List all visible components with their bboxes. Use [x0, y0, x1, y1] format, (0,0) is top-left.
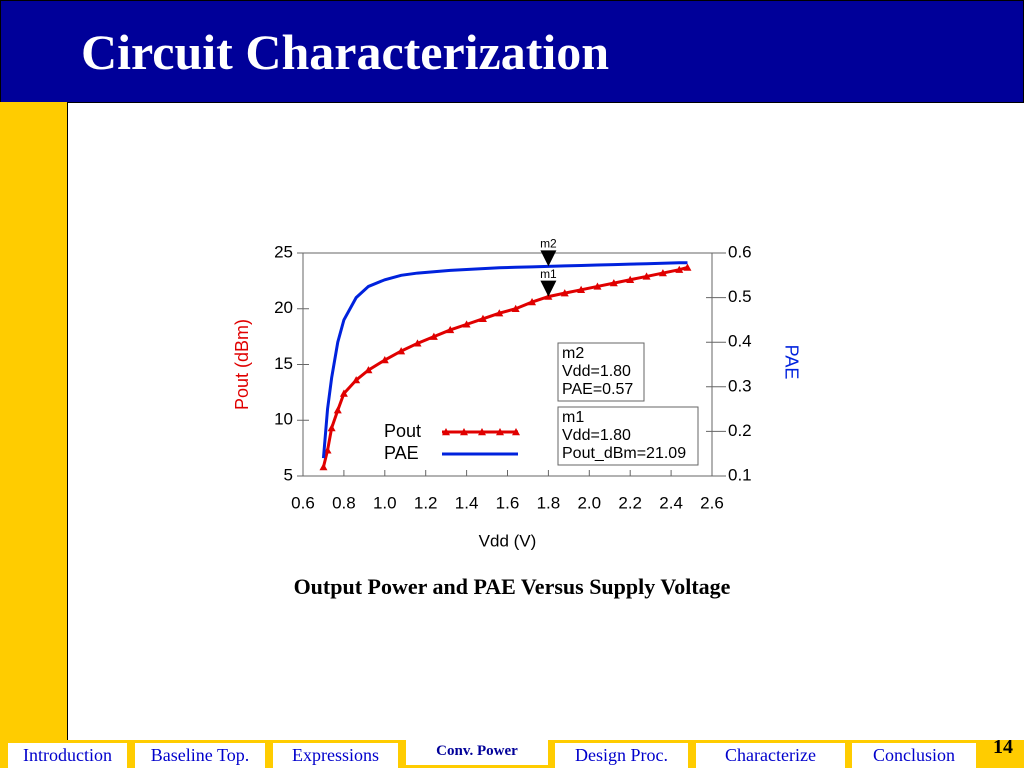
marker-box: [557, 406, 699, 466]
y2-tick-label: 0.6: [728, 242, 752, 261]
y-tick-label: 20: [274, 298, 293, 317]
marker-text: PAE=0.57: [562, 381, 633, 398]
nav-tab[interactable]: Conv. Power: [406, 740, 548, 765]
data-point: [323, 446, 332, 454]
data-point: [478, 314, 487, 322]
x-tick-label: 1.0: [373, 493, 397, 512]
legend-marker: [478, 428, 486, 436]
data-point: [658, 269, 667, 277]
marker-name: m2: [540, 237, 557, 251]
marker-text: Vdd=1.80: [562, 427, 631, 444]
y2-tick-label: 0.4: [728, 332, 752, 351]
data-point: [333, 406, 342, 414]
y-tick-label: 15: [274, 354, 293, 373]
y2-tick-label: 0.2: [728, 421, 752, 440]
data-point: [429, 332, 438, 340]
y-tick-label: 5: [284, 465, 293, 484]
header: Circuit Characterization: [0, 0, 1024, 103]
x-tick-label: 2.0: [577, 493, 601, 512]
marker-text: Pout_dBm=21.09: [562, 445, 686, 462]
x-tick-label: 1.6: [496, 493, 520, 512]
nav-tab[interactable]: Baseline Top.: [135, 743, 265, 768]
x-tick-label: 0.8: [332, 493, 356, 512]
data-point: [560, 289, 569, 297]
marker-box: [557, 342, 645, 402]
nav-tab[interactable]: Characterize: [696, 743, 845, 768]
series-line: [321, 261, 688, 459]
legend-marker: [496, 428, 504, 436]
data-point: [683, 263, 692, 271]
data-point: [609, 279, 618, 287]
y-tick-label: 25: [274, 242, 293, 261]
y2-axis-label: PAE: [781, 345, 801, 380]
page-number: 14: [993, 736, 1013, 758]
legend-label: PAE: [384, 443, 419, 463]
data-point: [327, 424, 336, 432]
x-tick-label: 2.6: [700, 493, 724, 512]
y-tick-label: 10: [274, 410, 293, 429]
legend-label: Pout: [384, 421, 421, 441]
data-point: [626, 275, 635, 283]
data-point: [462, 320, 471, 328]
nav-tab[interactable]: Expressions: [273, 743, 398, 768]
data-point: [446, 325, 455, 334]
data-point: [413, 339, 422, 347]
data-point: [319, 463, 328, 471]
nav-bar: Introduction Baseline Top. Expressions C…: [0, 740, 1024, 768]
marker-triangle: [540, 250, 557, 267]
marker-text: Vdd=1.80: [562, 363, 631, 380]
slide-title: Circuit Characterization: [81, 24, 610, 80]
y2-tick-label: 0.5: [728, 287, 752, 306]
legend-marker: [460, 428, 468, 436]
data-point: [380, 356, 389, 364]
x-axis-label: Vdd (V): [479, 531, 537, 550]
marker-text: m2: [562, 345, 584, 362]
data-point: [339, 389, 348, 397]
data-point: [675, 265, 684, 273]
x-tick-label: 2.2: [618, 493, 642, 512]
marker-text: m1: [562, 409, 584, 426]
data-point: [642, 272, 651, 280]
data-point: [495, 309, 504, 317]
nav-tab[interactable]: Conclusion: [852, 743, 976, 768]
x-tick-label: 1.2: [414, 493, 438, 512]
legend-marker: [442, 428, 450, 436]
data-point: [577, 285, 586, 293]
data-point: [528, 298, 537, 306]
nav-tab[interactable]: Design Proc.: [555, 743, 688, 768]
x-tick-label: 0.6: [291, 493, 315, 512]
data-point: [352, 376, 361, 384]
legend-marker: [512, 428, 520, 436]
data-point: [397, 347, 406, 355]
chart: 0.6 0.8 1.0 1.2 1.4 1.6 1.8 2.0 2.2 2.4 2.6 5 10 15 20…: [232, 237, 802, 551]
data-point: [593, 282, 602, 290]
data-point: [511, 304, 520, 312]
y-axis-label: Pout (dBm): [232, 319, 252, 410]
marker-name: m1: [540, 267, 557, 281]
nav-tab[interactable]: Introduction: [8, 743, 127, 768]
marker-triangle: [540, 280, 557, 297]
x-tick-label: 1.8: [537, 493, 561, 512]
y2-tick-label: 0.3: [728, 376, 752, 395]
caption: Output Power and PAE Versus Supply Volta…: [293, 574, 731, 599]
x-tick-label: 1.4: [455, 493, 479, 512]
data-point: [364, 366, 373, 374]
x-tick-label: 2.4: [659, 493, 683, 512]
y2-tick-label: 0.1: [728, 465, 752, 484]
sidebar: [0, 102, 68, 740]
